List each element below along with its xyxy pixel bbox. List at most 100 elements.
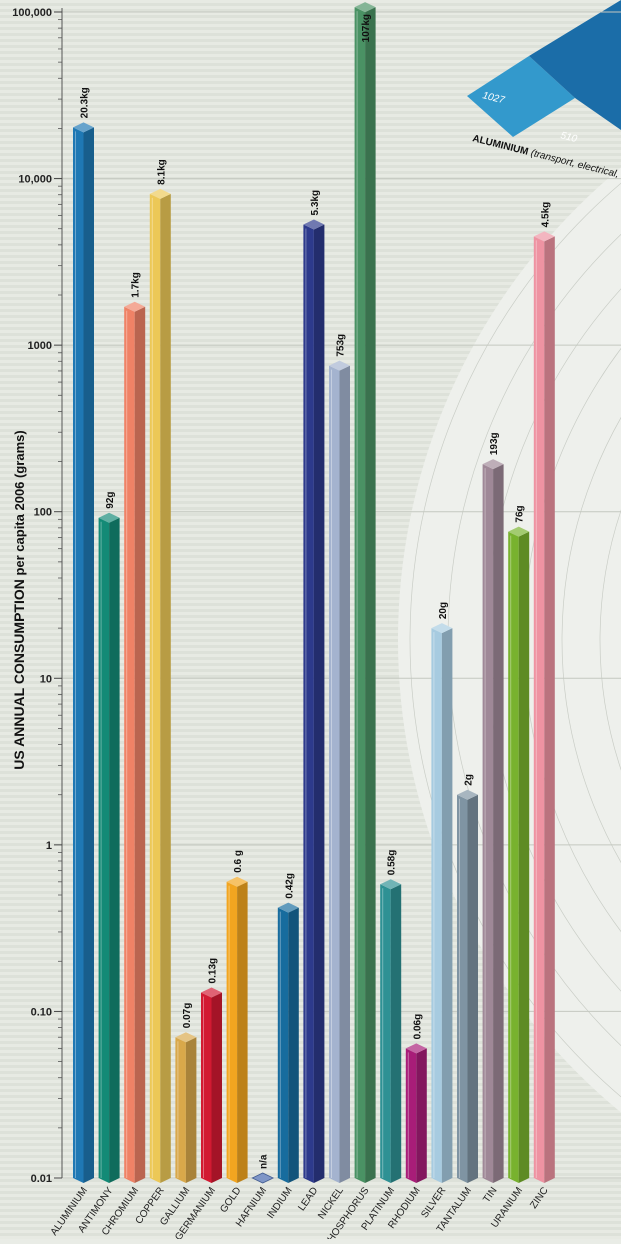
bar-uranium: [508, 526, 530, 1183]
bar-zinc: [533, 231, 555, 1184]
bar-face-right: [109, 517, 120, 1183]
bar-value-label: 92g: [105, 492, 116, 509]
overlay-value-510: 510: [559, 130, 578, 145]
bar-platinum: [380, 879, 402, 1183]
bar-copper: [149, 188, 171, 1184]
bar-cap: [277, 902, 299, 913]
bar-value-label: 0.07g: [182, 1003, 193, 1029]
bar-cap: [533, 231, 555, 242]
bar-face-left: [380, 884, 391, 1183]
bar-face-left: [226, 881, 238, 1183]
bar-rhodium: [405, 1043, 427, 1183]
bar-value-label: 0.13g: [208, 958, 219, 984]
y-axis-label: US ANNUAL CONSUMPTION per capita 2006 (g…: [11, 430, 27, 769]
bar-face-left: [98, 517, 110, 1183]
bar-face-right: [518, 531, 530, 1183]
y-tick-label: 10,000: [18, 174, 52, 186]
y-tick-label: 10: [40, 673, 52, 685]
bar-face-right: [441, 628, 453, 1183]
bar-face-left: [457, 794, 468, 1183]
bar-cap: [303, 219, 325, 230]
background-arc: [561, 417, 621, 863]
bar-face-left: [533, 236, 545, 1184]
bar-value-label: n/a: [259, 1154, 270, 1169]
bar-value-label: 8.1kg: [156, 159, 167, 185]
bar-cap: [354, 2, 376, 13]
bar-face-right: [365, 7, 376, 1184]
y-tick-label: 100: [34, 507, 52, 519]
bar-cap: [226, 876, 248, 887]
bar-value-label: 193g: [489, 432, 500, 455]
bar-nickel: [329, 360, 350, 1183]
bar-cap: [431, 623, 453, 634]
bar-face-right: [185, 1037, 197, 1183]
y-tick-label: 0.01: [31, 1173, 52, 1185]
bar-face-left: [354, 7, 366, 1184]
bar-gallium: [175, 1032, 197, 1183]
background-arc: [599, 509, 621, 771]
bar-value-label: 107kg: [361, 14, 372, 42]
bar-face-right: [83, 127, 94, 1184]
bar-face-right: [160, 193, 171, 1184]
bar-cap: [124, 301, 146, 312]
bar-value-label: 0.06g: [412, 1014, 423, 1040]
bar-face-right: [467, 794, 478, 1183]
y-tick-label: 0.10: [31, 1006, 52, 1018]
bar-face-right: [493, 464, 504, 1184]
bar-face-left: [303, 224, 314, 1183]
bar-aluminium: [73, 122, 94, 1184]
bar-cap: [329, 360, 350, 371]
bar-cap: [98, 512, 120, 523]
bar-antimony: [98, 512, 120, 1183]
overlay-box-1027: [467, 56, 575, 137]
overlay-value-1027: 1027: [481, 90, 506, 106]
bar-hafnium: [251, 1172, 275, 1184]
bar-cap: [251, 1172, 275, 1184]
bar-value-label: 753g: [336, 334, 347, 357]
bar-face-right: [416, 1048, 427, 1183]
bar-silver: [431, 623, 453, 1183]
bar-face-right: [313, 224, 325, 1183]
bar-gold: [226, 876, 248, 1183]
bar-face-left: [508, 531, 519, 1183]
bar-value-label: 76g: [515, 505, 526, 522]
bar-face-left: [149, 193, 161, 1184]
bar-face-right: [237, 881, 248, 1183]
bar-cap: [482, 459, 504, 470]
bar-value-label: 20.3kg: [80, 87, 91, 118]
y-tick-label: 1000: [28, 340, 52, 352]
bar-face-right: [339, 365, 350, 1183]
bar-germanium: [201, 987, 222, 1183]
bar-cap: [457, 789, 478, 800]
bar-indium: [277, 902, 299, 1183]
bar-value-label: 5.3kg: [310, 190, 321, 216]
bar-cap: [201, 987, 222, 998]
bar-tin: [482, 459, 504, 1184]
bar-face-left: [73, 127, 84, 1184]
bar-value-label: 1.7kg: [131, 272, 142, 298]
bar-face-left: [175, 1037, 186, 1183]
bar-cap: [73, 122, 94, 133]
bar-face-left: [329, 365, 340, 1183]
bar-tantalum: [457, 789, 478, 1183]
bar-face-left: [431, 628, 442, 1183]
bar-face-left: [405, 1048, 417, 1183]
bar-value-label: 0.6 g: [233, 850, 244, 873]
bar-face-right: [390, 884, 402, 1183]
bar-face-left: [277, 907, 289, 1183]
bar-value-label: 4.5kg: [540, 202, 551, 228]
overlay-box-510: [529, 0, 621, 130]
bar-cap: [380, 879, 402, 890]
bar-lead: [303, 219, 325, 1183]
bar-value-label: 2g: [464, 774, 475, 786]
bar-cap: [149, 188, 171, 199]
bar-phosphorus: [354, 2, 376, 1184]
bars: [73, 2, 555, 1184]
bar-face-right: [288, 907, 299, 1183]
background-arc: [409, 182, 621, 1098]
bar-face-right: [211, 992, 222, 1183]
y-tick-label: 1: [46, 840, 52, 852]
bar-value-labels: 20.3kg 92g 1.7kg 8.1kg 0.07g 0.13g 0.6 g n/a 0.4…: [80, 14, 552, 1169]
